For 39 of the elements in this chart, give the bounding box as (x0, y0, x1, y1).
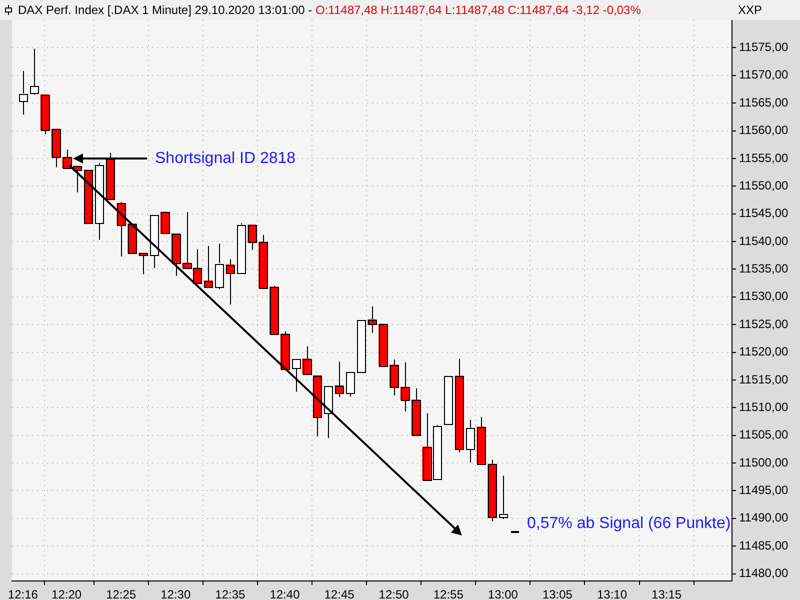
x-tick-label: 13:15 (652, 588, 682, 600)
y-tick-label: 11535,00 (739, 262, 788, 276)
y-tick-label: 11480,00 (739, 566, 788, 580)
x-tick-label: 13:10 (596, 588, 628, 600)
y-tick-label: 11545,00 (739, 206, 788, 220)
y-axis-title: XXP (738, 2, 762, 19)
y-tick-label: 11555,00 (739, 150, 788, 165)
x-tick-label: 12:30 (160, 588, 191, 600)
y-tick-label: 11540,00 (739, 234, 788, 248)
y-tick-label: 11510,00 (739, 400, 788, 414)
y-tick-label: 11570,00 (739, 68, 788, 82)
chart-title: DAX Perf. Index [.DAX 1 Minute] 29.10.2020 13:01:00 - (18, 3, 312, 17)
y-tick-label: 11485,00 (739, 538, 788, 552)
y-tick-label: 11565,00 (739, 95, 788, 110)
y-tick-label: 11515,00 (739, 372, 788, 386)
annotation: Shortsignal ID 2818 (155, 150, 296, 168)
y-tick-label: 11550,00 (739, 178, 788, 192)
y-tick-label: 11505,00 (739, 428, 788, 442)
x-tick-label: 12:16 (8, 588, 38, 600)
y-tick-label: 11530,00 (739, 289, 788, 304)
y-tick-label: 11575,00 (739, 40, 788, 54)
x-tick-label: 12:45 (324, 588, 355, 600)
annotation: 0,57% ab Signal (66 Punkte) (527, 515, 731, 533)
x-tick-label: 12:20 (52, 588, 82, 600)
x-tick-label: 12:25 (106, 588, 136, 600)
x-tick-label: 12:50 (378, 588, 410, 600)
x-tick-label: 13:00 (488, 588, 518, 600)
chart-subtitle: O:11487,48 H:11487,64 L:11487,48 C:11487,64 -3,12 -0,03% (316, 3, 641, 17)
x-tick-label: 12:55 (433, 588, 464, 600)
y-tick-label: 11520,00 (739, 344, 788, 359)
y-tick-label: 11490,00 (739, 510, 788, 525)
y-tick-label: 11560,00 (739, 123, 788, 138)
y-tick-label: 11495,00 (739, 483, 788, 498)
y-tick-label: 11525,00 (739, 316, 788, 331)
x-tick-label: 12:35 (215, 588, 246, 600)
x-tick-label: 12:40 (270, 588, 300, 600)
candlestick (204, 245, 213, 288)
y-tick-label: 11500,00 (739, 455, 788, 470)
x-tick-label: 13:05 (542, 588, 573, 600)
